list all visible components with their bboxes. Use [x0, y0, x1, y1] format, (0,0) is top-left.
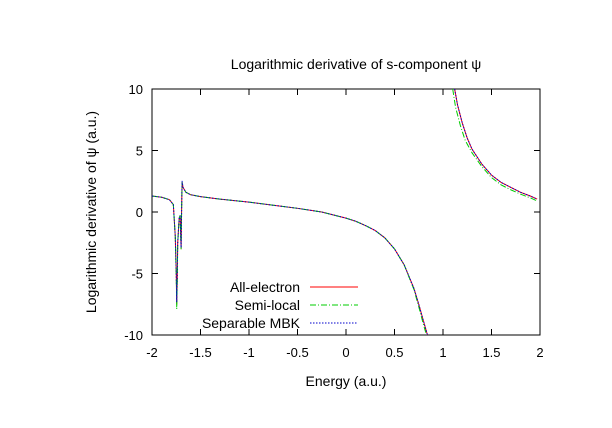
- x-tick-label: 1.5: [482, 345, 500, 360]
- x-tick-label: -1: [243, 345, 255, 360]
- chart-title: Logarithmic derivative of s-component ψ: [231, 56, 481, 72]
- series-group: [152, 89, 538, 335]
- x-tick-label: 0.5: [385, 345, 403, 360]
- y-tick-label: 5: [136, 144, 143, 159]
- legend-label: All-electron: [230, 279, 300, 295]
- x-tick-label: 1: [439, 345, 446, 360]
- series-line-separable-mbk: [152, 180, 428, 335]
- y-axis-label: Logarithmic derivative of ψ (a.u.): [83, 111, 99, 313]
- y-tick-label: -5: [131, 267, 143, 282]
- y-tick-label: -10: [124, 328, 143, 343]
- legend: All-electron Semi-local Separable MBK: [202, 279, 358, 331]
- x-tick-label: -2: [146, 345, 158, 360]
- x-tick-label: 2: [536, 345, 543, 360]
- plot-area-frame: [151, 88, 541, 336]
- legend-label: Semi-local: [235, 297, 300, 313]
- y-axis-ticks: -10 -5 0 5 10: [124, 82, 540, 343]
- legend-label: Separable MBK: [202, 315, 301, 331]
- series-line-separable-mbk: [454, 89, 538, 200]
- x-axis-label: Energy (a.u.): [306, 373, 387, 389]
- y-tick-label: 10: [129, 82, 143, 97]
- x-tick-label: -0.5: [286, 345, 308, 360]
- x-tick-label: -1.5: [189, 345, 211, 360]
- series-line-semi-local: [452, 89, 538, 202]
- x-tick-label: 0: [342, 345, 349, 360]
- y-tick-label: 0: [136, 205, 143, 220]
- x-axis-ticks: -2 -1.5 -1 -0.5 0 0.5 1 1.5 2: [146, 89, 544, 360]
